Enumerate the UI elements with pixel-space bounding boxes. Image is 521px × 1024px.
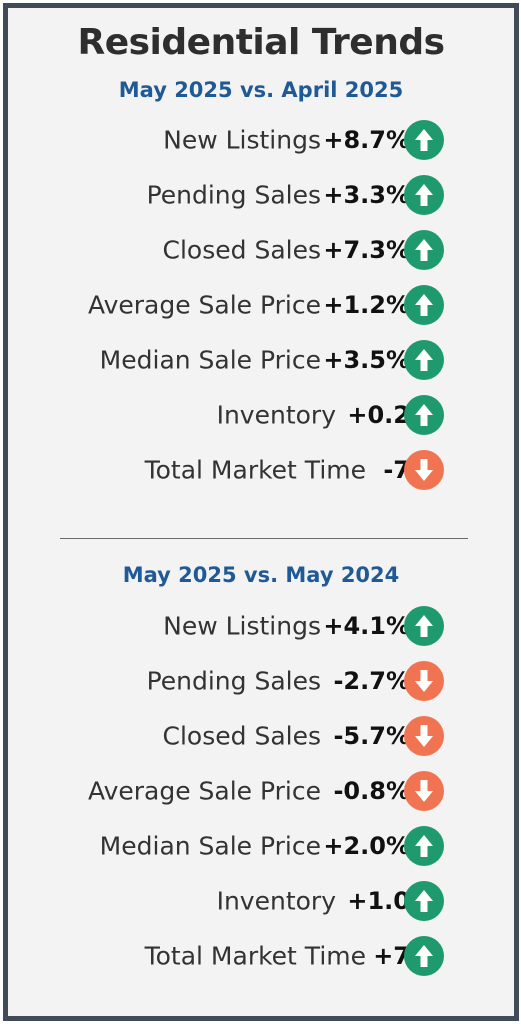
metric-value: -5.7% [333,722,410,750]
arrow-up-icon [404,230,444,270]
metric-row-new-listings: New Listings +8.7% [8,120,514,160]
arrow-up-icon [404,936,444,976]
metric-label: New Listings [163,125,321,155]
metric-value: +3.5% [323,346,410,374]
metric-value: -2.7% [333,667,410,695]
residential-trends-card: Residential Trends May 2025 vs. April 20… [3,3,519,1021]
section-divider [60,538,468,539]
arrow-up-icon [404,826,444,866]
metric-value: +7.3% [323,236,410,264]
metric-label: Pending Sales [146,666,321,696]
metric-value: +2.0% [323,832,410,860]
page-title: Residential Trends [77,22,445,63]
metric-row-pending-sales: Pending Sales -2.7% [8,661,514,701]
metric-label: Closed Sales [162,721,321,751]
metric-label: Total Market Time [144,941,366,971]
metric-row-total-market-time: Total Market Time +7 [8,936,514,976]
arrow-up-icon [404,395,444,435]
arrow-down-icon [404,771,444,811]
arrow-up-icon [404,175,444,215]
metric-row-median-sale-price: Median Sale Price +3.5% [8,340,514,380]
metric-row-closed-sales: Closed Sales +7.3% [8,230,514,270]
metric-value: +4.1% [323,612,410,640]
metric-row-new-listings: New Listings +4.1% [8,606,514,646]
metric-label: Total Market Time [144,455,366,485]
metric-label: Pending Sales [146,180,321,210]
metric-row-closed-sales: Closed Sales -5.7% [8,716,514,756]
arrow-down-icon [404,716,444,756]
arrow-up-icon [404,120,444,160]
metric-label: Average Sale Price [87,776,321,806]
arrow-up-icon [404,881,444,921]
metric-label: New Listings [163,611,321,641]
metric-value: +3.3% [323,181,410,209]
metric-row-total-market-time: Total Market Time -7 [8,450,514,490]
metric-value: +7 [373,942,410,970]
metric-label: Average Sale Price [87,290,321,320]
section-heading-month-over-month: May 2025 vs. April 2025 [118,78,404,102]
arrow-down-icon [404,450,444,490]
metric-label: Inventory [216,400,336,430]
metric-row-pending-sales: Pending Sales +3.3% [8,175,514,215]
section-heading-year-over-year: May 2025 vs. May 2024 [122,563,400,587]
arrow-down-icon [404,661,444,701]
metric-row-inventory: Inventory +0.2 [8,395,514,435]
metric-label: Inventory [216,886,336,916]
arrow-up-icon [404,285,444,325]
arrow-up-icon [404,340,444,380]
metric-value: +1.2% [323,291,410,319]
metric-value: +0.2 [347,401,410,429]
metric-row-average-sale-price: Average Sale Price +1.2% [8,285,514,325]
metric-value: +8.7% [323,126,410,154]
arrow-up-icon [404,606,444,646]
metric-value: +1.0 [347,887,410,915]
metric-label: Closed Sales [162,235,321,265]
metric-row-median-sale-price: Median Sale Price +2.0% [8,826,514,866]
metric-row-inventory: Inventory +1.0 [8,881,514,921]
metric-label: Median Sale Price [99,345,321,375]
metric-value: -0.8% [333,777,410,805]
metric-row-average-sale-price: Average Sale Price -0.8% [8,771,514,811]
metric-label: Median Sale Price [99,831,321,861]
